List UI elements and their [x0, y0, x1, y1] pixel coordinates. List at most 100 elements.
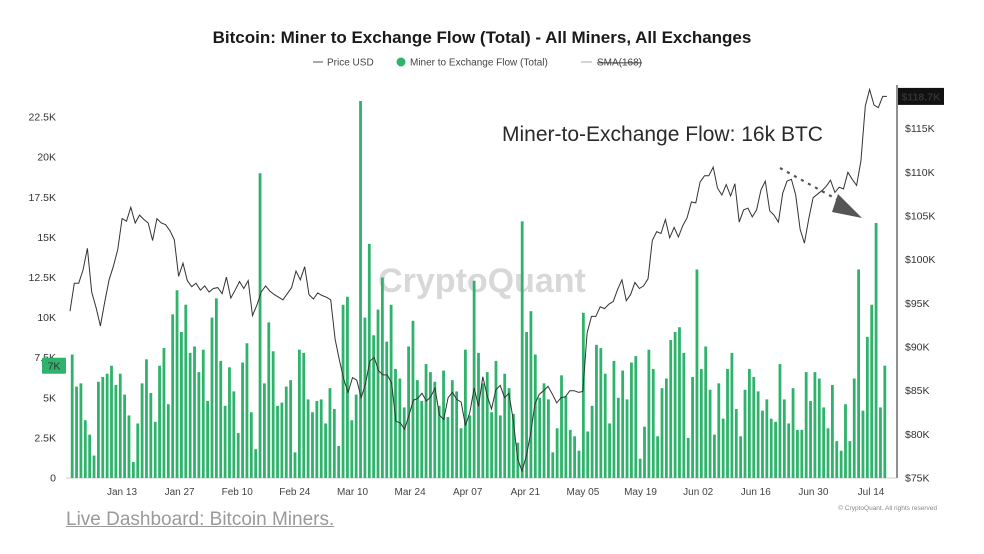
annotation-text: Miner-to-Exchange Flow: 16k BTC: [502, 123, 823, 146]
flow-bar: [145, 359, 148, 478]
right-tick-label: $90K: [905, 342, 930, 354]
annotation-arrow-line: [779, 167, 839, 201]
flow-bar: [433, 381, 437, 478]
flow-bar: [459, 428, 463, 478]
flow-bar: [660, 388, 664, 478]
flow-bar: [726, 368, 729, 478]
flow-bar: [411, 320, 415, 478]
flow-bar: [717, 383, 721, 478]
flow-bar: [774, 421, 777, 478]
flow-bar: [380, 277, 384, 478]
flow-bar: [498, 415, 502, 478]
left-badge-bg: [42, 357, 66, 374]
left-tick-label: 15K: [37, 232, 56, 244]
flow-bar: [704, 346, 708, 478]
flow-bar: [874, 222, 878, 478]
legend-sma-label: SMA(168): [597, 58, 642, 69]
left-tick-label: 2.5K: [34, 432, 56, 444]
flow-bar: [276, 405, 279, 478]
flow-bar: [595, 344, 598, 478]
flow-bar: [219, 360, 223, 478]
flow-bar: [865, 336, 869, 478]
flow-bar: [346, 296, 349, 478]
flow-bar: [180, 332, 183, 478]
right-tick-label: $75K: [905, 473, 930, 485]
flow-bar: [337, 445, 341, 478]
flow-bar: [241, 362, 244, 478]
flow-bar: [520, 221, 524, 478]
flow-bar: [503, 373, 507, 478]
flow-bar: [695, 269, 699, 478]
flow-bar: [136, 423, 140, 478]
flow-bar: [564, 396, 568, 478]
flow-bar: [201, 349, 205, 478]
left-tick-label: 10K: [37, 312, 56, 324]
flow-bar: [315, 401, 319, 478]
flow-bar: [590, 405, 594, 478]
flow-bar: [158, 365, 161, 478]
x-tick-label: Apr 21: [511, 487, 541, 498]
flow-bar: [651, 368, 655, 478]
flow-bar: [739, 436, 743, 478]
flow-bar: [612, 360, 616, 478]
price-line: [69, 87, 887, 473]
flow-bar: [678, 327, 681, 478]
flow-bar: [289, 380, 293, 478]
flow-bar: [297, 349, 301, 478]
flow-bar: [551, 452, 555, 478]
flow-bar: [721, 418, 725, 478]
flow-bar: [228, 367, 231, 478]
flow-bar: [669, 340, 673, 478]
flow-bar: [306, 399, 310, 478]
legend-flow-swatch: [396, 57, 406, 67]
left-tick-label: 0: [50, 473, 56, 485]
flow-bar: [581, 312, 585, 478]
flow-bar: [210, 317, 214, 478]
flow-bar: [747, 368, 751, 478]
flow-bar: [398, 378, 402, 478]
flow-bar: [752, 376, 756, 478]
x-tick-label: May 05: [567, 487, 600, 498]
flow-bar: [263, 383, 266, 478]
flow-bar: [708, 389, 712, 478]
x-tick-label: Jun 02: [683, 487, 713, 498]
flow-bar: [97, 381, 100, 478]
flow-bar: [691, 376, 694, 478]
annotation-arrow-head: [832, 194, 862, 218]
flow-bar: [328, 388, 332, 478]
flow-bar: [153, 421, 157, 478]
right-badge-bg: [898, 87, 944, 105]
flow-bar: [236, 433, 240, 478]
flow-bar: [162, 348, 166, 478]
flow-bar: [280, 402, 284, 478]
live-dashboard-link[interactable]: Live Dashboard: Bitcoin Miners.: [66, 509, 335, 530]
flow-bar: [485, 372, 489, 478]
flow-bar: [608, 423, 611, 478]
flow-bar: [883, 365, 887, 478]
right-badge-label: $118.7K: [901, 91, 941, 103]
flow-bar: [105, 373, 109, 478]
flow-bar: [293, 452, 297, 478]
flow-bar: [468, 415, 472, 478]
flow-bar: [560, 375, 563, 478]
flow-bar: [586, 431, 590, 478]
right-current-badge: $118.7K: [898, 87, 944, 105]
flow-bar: [206, 401, 210, 478]
flow-bar: [267, 322, 271, 478]
flow-bar: [761, 410, 764, 478]
flow-bar: [472, 280, 476, 478]
x-tick-label: Jun 16: [741, 487, 771, 498]
flow-bar: [140, 383, 144, 478]
x-tick-label: Mar 10: [337, 487, 369, 498]
flow-bar: [258, 173, 262, 478]
flow-bar: [83, 420, 87, 478]
left-current-badge: 7K: [42, 357, 66, 374]
right-tick-label: $80K: [905, 429, 930, 441]
x-tick-label: May 19: [624, 487, 657, 498]
flow-bar: [92, 455, 96, 478]
left-tick-label: 12.5K: [29, 272, 56, 284]
flow-bar: [188, 352, 192, 478]
chart-title: Bitcoin: Miner to Exchange Flow (Total) …: [213, 28, 752, 47]
flow-bar: [765, 399, 769, 478]
